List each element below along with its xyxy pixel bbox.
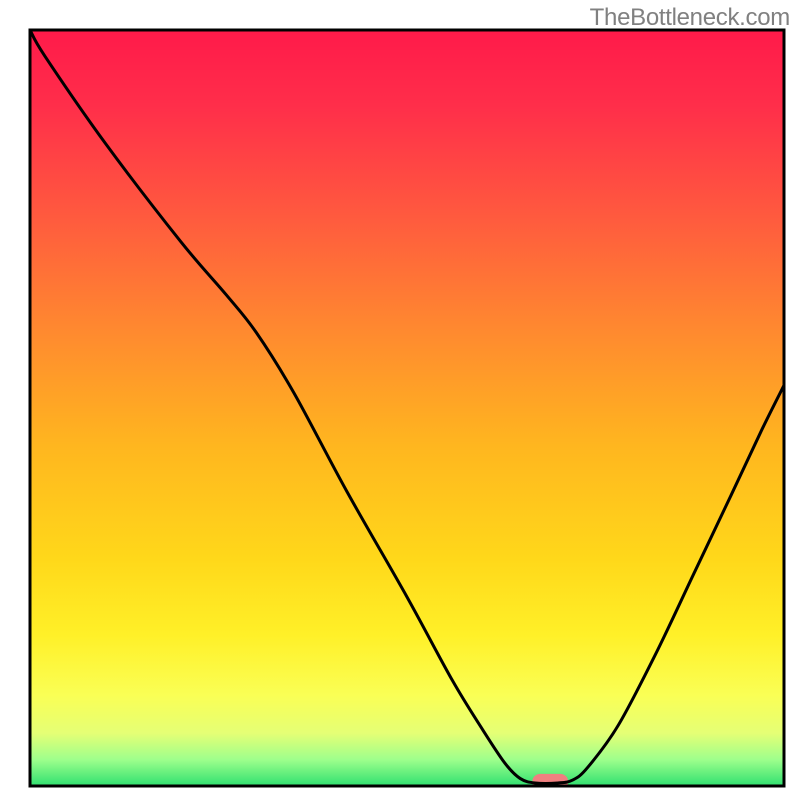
- gradient-background: [30, 30, 784, 786]
- chart-svg: [0, 0, 800, 800]
- plot-area: [30, 30, 784, 790]
- chart-container: TheBottleneck.com: [0, 0, 800, 800]
- watermark-text: TheBottleneck.com: [590, 4, 790, 32]
